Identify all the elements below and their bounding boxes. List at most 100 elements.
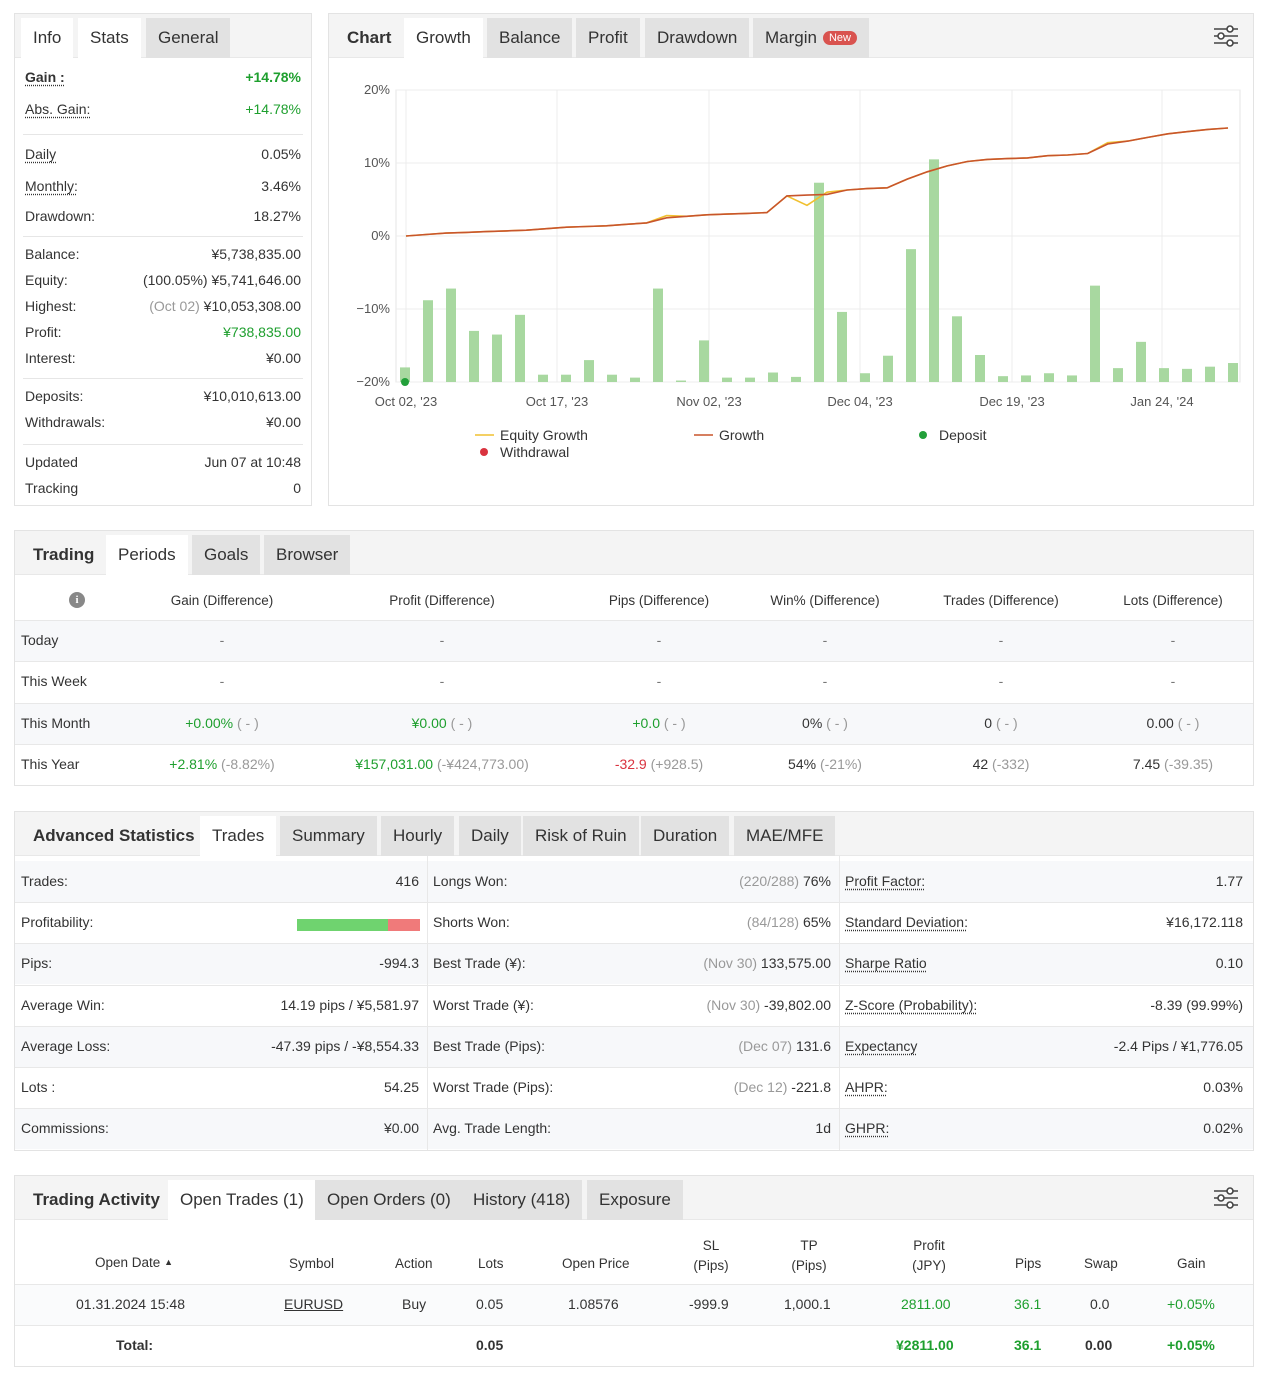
sliders-icon[interactable] bbox=[1213, 24, 1239, 48]
info-row: Balance: ¥5,738,835.00 bbox=[15, 246, 311, 268]
tab-open-trades[interactable]: Open Trades (1) bbox=[168, 1180, 316, 1220]
info-value-text: ¥10,010,613.00 bbox=[203, 388, 301, 404]
header-open-date[interactable]: Open Date ▲ bbox=[95, 1255, 173, 1270]
stat-label-link[interactable]: Expectancy bbox=[845, 1038, 918, 1054]
tab-summary[interactable]: Summary bbox=[280, 816, 377, 856]
stat-value: -47.39 pips / -¥8,554.33 bbox=[271, 1038, 419, 1054]
bar bbox=[653, 288, 663, 382]
tab-duration[interactable]: Duration bbox=[641, 816, 730, 856]
column-header: Lots (Difference) bbox=[1123, 593, 1223, 608]
tab-growth[interactable]: Growth bbox=[404, 18, 483, 58]
stat-label-link[interactable]: Sharpe Ratio bbox=[845, 955, 927, 971]
divider bbox=[23, 444, 303, 445]
stat-label-link[interactable]: Standard Deviation: bbox=[845, 914, 968, 930]
legend-deposit-swatch bbox=[919, 431, 927, 439]
period-value: - bbox=[322, 673, 562, 689]
period-value: +0.0 ( - ) bbox=[539, 715, 779, 731]
stat-note: (Dec 07) bbox=[738, 1038, 793, 1054]
tab-advanced-statistics[interactable]: Advanced Statistics bbox=[33, 826, 195, 845]
y-tick-label: −20% bbox=[356, 374, 390, 389]
bar bbox=[837, 311, 847, 382]
bar bbox=[584, 360, 594, 382]
info-row: Profit: ¥738,835.00 bbox=[15, 324, 311, 346]
tab-history[interactable]: History (418) bbox=[461, 1180, 583, 1220]
stat-label-link[interactable]: Z-Score (Probability): bbox=[845, 997, 978, 1013]
stat-value: -2.4 Pips / ¥1,776.05 bbox=[1113, 1038, 1243, 1054]
stat-value: 0.10 bbox=[1215, 955, 1243, 971]
info-label: Monthly: bbox=[25, 178, 78, 194]
tab-margin-label: Margin bbox=[765, 28, 817, 47]
info-value-text: +14.78% bbox=[245, 101, 301, 117]
tab-margin[interactable]: Margin New bbox=[753, 18, 869, 58]
stat-value-text: -39,802.00 bbox=[764, 997, 831, 1013]
stat-value: 0.03% bbox=[1203, 1079, 1243, 1095]
growth-line bbox=[405, 127, 1229, 237]
tab-mae-mfe[interactable]: MAE/MFE bbox=[734, 816, 836, 856]
info-value-text: Jun 07 at 10:48 bbox=[204, 454, 301, 470]
bar bbox=[607, 374, 617, 382]
info-label: Updated bbox=[25, 454, 78, 470]
info-value: (Oct 02) ¥10,053,308.00 bbox=[149, 298, 301, 314]
info-icon[interactable]: i bbox=[69, 592, 85, 608]
stat-label-link[interactable]: AHPR: bbox=[845, 1079, 888, 1095]
tab-trading-activity[interactable]: Trading Activity bbox=[33, 1190, 160, 1209]
info-value: ¥0.00 bbox=[266, 414, 301, 430]
tab-daily[interactable]: Daily bbox=[459, 816, 521, 856]
stat-value: ¥0.00 bbox=[383, 1120, 419, 1136]
divider bbox=[15, 902, 1253, 903]
info-value-text: 3.46% bbox=[261, 178, 301, 194]
period-value: - bbox=[322, 632, 562, 648]
tab-chart[interactable]: Chart bbox=[347, 28, 392, 47]
stat-note: (220/288) bbox=[739, 873, 800, 889]
tab-periods[interactable]: Periods bbox=[106, 535, 188, 575]
tab-hourly[interactable]: Hourly bbox=[381, 816, 455, 856]
info-value: ¥10,010,613.00 bbox=[204, 388, 301, 404]
value-difference: (-332) bbox=[992, 756, 1030, 772]
period-value: - bbox=[539, 673, 779, 689]
value-main: - bbox=[1170, 673, 1176, 689]
bar bbox=[538, 374, 548, 382]
tab-stats[interactable]: Stats bbox=[78, 18, 141, 58]
tab-general[interactable]: General bbox=[146, 18, 231, 58]
header-action: Action bbox=[395, 1256, 433, 1271]
sliders-icon[interactable] bbox=[1213, 1186, 1239, 1210]
column-header: Pips (Difference) bbox=[608, 593, 710, 608]
value-difference: ( - ) bbox=[450, 715, 473, 731]
divider bbox=[15, 661, 1253, 662]
tab-balance[interactable]: Balance bbox=[487, 18, 573, 58]
tab-drawdown[interactable]: Drawdown bbox=[645, 18, 750, 58]
tab-risk-of-ruin[interactable]: Risk of Ruin bbox=[523, 816, 639, 856]
value-difference: (-¥424,773.00) bbox=[436, 756, 529, 772]
tab-goals[interactable]: Goals bbox=[192, 535, 261, 575]
stat-value: (Nov 30) -39,802.00 bbox=[706, 997, 831, 1013]
stat-label-link[interactable]: GHPR: bbox=[845, 1120, 890, 1136]
info-label: Profit: bbox=[25, 324, 62, 340]
divider bbox=[15, 1108, 1253, 1109]
bar bbox=[1044, 373, 1054, 382]
trade-symbol-link[interactable]: EURUSD bbox=[284, 1296, 344, 1312]
value-difference: ( - ) bbox=[1177, 715, 1200, 731]
trade-swap: 0.0 bbox=[1090, 1296, 1110, 1312]
header-lots: Lots bbox=[478, 1256, 504, 1271]
legend-withdrawal: Withdrawal bbox=[500, 444, 569, 460]
info-value: ¥738,835.00 bbox=[223, 324, 301, 340]
tab-open-orders[interactable]: Open Orders (0) bbox=[315, 1180, 463, 1220]
value-main: - bbox=[219, 632, 225, 648]
bar bbox=[768, 372, 778, 382]
tab-browser[interactable]: Browser bbox=[264, 535, 351, 575]
info-value-text: 0 bbox=[293, 480, 301, 496]
info-value-note: (Oct 02) bbox=[149, 298, 200, 314]
value-difference: ( - ) bbox=[826, 715, 848, 731]
tab-trades[interactable]: Trades bbox=[200, 816, 277, 856]
period-value: 7.45 (-39.35) bbox=[1053, 756, 1266, 772]
info-row: Updated Jun 07 at 10:48 bbox=[15, 454, 311, 476]
profitability-bar bbox=[297, 919, 420, 931]
stat-label-link[interactable]: Profit Factor: bbox=[845, 873, 926, 889]
tab-info[interactable]: Info bbox=[21, 18, 74, 58]
tab-exposure[interactable]: Exposure bbox=[587, 1180, 683, 1220]
tab-profit[interactable]: Profit bbox=[576, 18, 640, 58]
stat-value: -8.39 (99.99%) bbox=[1150, 997, 1243, 1013]
tab-trading[interactable]: Trading bbox=[33, 545, 95, 564]
info-value: 18.27% bbox=[254, 208, 301, 224]
bar bbox=[745, 377, 755, 382]
